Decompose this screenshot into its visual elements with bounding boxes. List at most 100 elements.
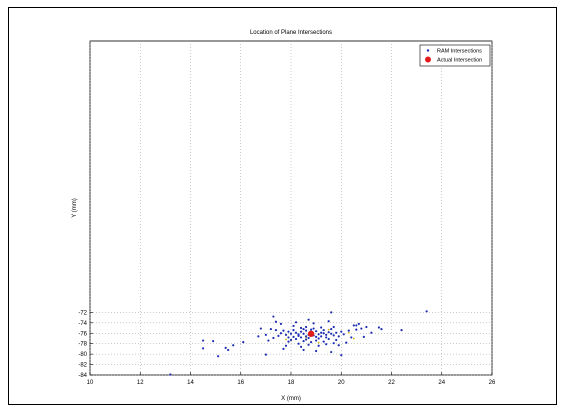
ram-intersection-point [294,331,298,334]
ram-intersection-point [299,330,303,333]
ram-intersection-point [355,324,358,327]
ram-intersection-point [330,332,333,335]
ram-intersection-point [352,324,355,327]
ram-intersection-point [227,348,230,352]
ram-intersection-point [304,329,308,332]
ram-intersection-point [279,322,283,325]
ram-intersection-point [312,327,315,330]
ram-intersection-point [330,350,333,354]
ram-intersection-point [337,344,340,347]
x-axis-ticks: 10 12 14 16 18 20 22 24 26 [87,372,496,386]
ram-intersection-point [269,327,272,331]
y-tick-label: -84 [78,373,87,379]
ram-intersection-point [272,315,275,318]
ram-intersection-point [320,326,323,329]
ram-intersection-point [259,327,262,330]
ram-intersection-point [310,328,313,331]
ram-intersection-point [332,334,335,337]
ram-intersection-point [304,338,308,341]
ram-intersection-point [264,333,267,336]
ram-intersection-point [317,344,320,347]
ram-intersection-point [355,328,358,331]
ram-intersection-point [294,337,298,341]
x-tick-label: 26 [489,380,496,386]
ram-intersection-point [297,342,300,345]
x-tick-label: 18 [288,380,295,386]
x-tick-label: 14 [187,380,194,386]
x-tick-label: 10 [87,380,94,386]
legend-marker-actual [425,56,431,63]
y-axis-label: Y (mm) [72,198,78,218]
ram-intersection-point [274,320,278,323]
plot-background [89,40,493,376]
ram-intersection-point [362,335,365,339]
ram-intersection-point [297,333,300,336]
accent-point [285,338,287,341]
ram-intersection-point [332,325,335,329]
ram-intersection-point [315,330,318,333]
ram-intersection-point [377,326,381,329]
ram-intersection-point [345,341,348,344]
ram-intersection-point [284,333,288,336]
ram-intersection-point [327,337,330,341]
ram-intersection-point [282,347,285,351]
ram-intersection-point [357,322,360,325]
ram-intersection-point [302,339,305,343]
ram-intersection-point [302,348,305,352]
ram-intersection-point [342,333,345,336]
x-tick-label: 22 [388,380,395,386]
ram-intersection-point [299,336,303,339]
x-axis-label: X (mm) [281,396,301,402]
ram-intersection-point [277,334,280,337]
data-points [169,310,428,376]
ram-intersection-point [315,349,318,353]
ram-intersection-point [279,332,283,335]
ram-intersection-point [320,331,323,334]
ram-intersection-point [292,329,295,332]
ram-intersection-point [242,341,245,344]
ram-intersection-point [224,346,227,349]
accent-point [352,337,355,340]
ram-intersection-point [340,330,343,333]
ram-intersection-point [299,326,303,330]
ram-intersection-point [289,338,293,342]
ram-intersection-point [360,327,363,330]
ram-intersection-point [307,343,310,346]
x-tick-label: 20 [338,380,345,386]
y-tick-label: -78 [78,342,87,348]
ram-intersection-point [325,333,328,336]
ram-intersection-point [327,331,330,334]
ram-intersection-point [327,320,330,323]
ram-intersection-point [201,347,205,350]
x-tick-label: 16 [237,380,244,386]
chart-title: Location of Plane Intersections [250,30,332,36]
y-axis-ticks: -72 -74 -76 -78 -80 -82 -84 [78,310,93,379]
y-tick-label: -72 [78,310,87,316]
ram-intersection-point [272,336,275,340]
ram-intersection-point [307,318,310,321]
ram-intersection-point [232,344,235,347]
ram-intersection-point [340,354,343,357]
actual-intersection-point [307,330,315,337]
ram-intersection-point [294,321,298,324]
ram-intersection-point [380,327,383,331]
ram-intersection-point [289,332,293,335]
ram-intersection-point [312,322,315,325]
y-tick-label: -82 [78,363,87,369]
ram-intersection-point [365,325,368,329]
x-tick-label: 24 [438,380,445,386]
ram-intersection-point [330,311,333,314]
ram-intersection-point [297,334,300,337]
ram-intersection-point [322,329,325,332]
ram-intersection-point [335,331,338,334]
legend-label-ram: RAM Intersections [437,49,482,55]
ram-intersection-point [322,340,325,343]
legend-label-actual: Actual Intersection [437,58,482,64]
ram-intersection-point [257,335,260,338]
ram-intersection-point [400,329,403,332]
legend-marker-ram [426,49,430,52]
ram-intersection-point [350,336,353,339]
ram-intersection-point [264,353,267,356]
ram-intersection-point [304,335,308,338]
ram-intersection-point [310,341,313,344]
